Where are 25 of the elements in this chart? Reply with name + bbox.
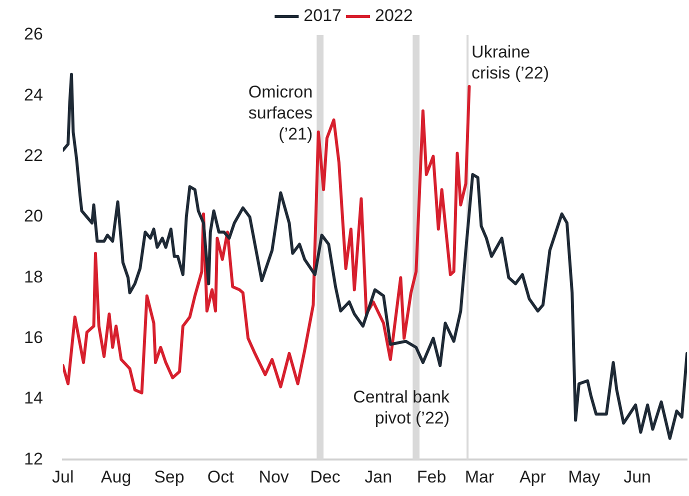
y-tick-label: 20 — [24, 206, 43, 226]
x-tick-label: Sep — [154, 467, 184, 486]
x-tick-label: Dec — [310, 467, 341, 486]
x-tick-label: Jan — [364, 467, 392, 486]
y-tick-label: 22 — [24, 146, 43, 165]
y-tick-label: 14 — [24, 388, 43, 408]
legend-label: 2017 — [304, 6, 342, 26]
band-label: Omicron surfaces (’21) — [248, 82, 313, 144]
legend-label: 2022 — [375, 6, 413, 26]
y-tick-label: 12 — [24, 449, 43, 468]
x-tick-label: Apr — [519, 467, 546, 486]
x-tick-label: Jun — [624, 467, 651, 486]
x-tick-label: Oct — [207, 467, 234, 486]
y-tick-label: 24 — [24, 85, 43, 104]
x-tick-label: Mar — [464, 467, 495, 486]
x-tick-label: May — [568, 467, 601, 486]
band-label: Central bank pivot (’22) — [353, 387, 450, 428]
y-tick-label: 16 — [24, 328, 43, 347]
ref-line-label: Ukraine crisis (’22) — [472, 42, 549, 83]
x-tick-label: Jul — [52, 467, 74, 486]
x-tick-label: Aug — [100, 467, 132, 486]
x-tick-label: Nov — [258, 467, 290, 486]
y-tick-label: 18 — [24, 267, 43, 286]
x-tick-label: Feb — [416, 467, 446, 486]
y-tick-label: 26 — [24, 24, 43, 44]
